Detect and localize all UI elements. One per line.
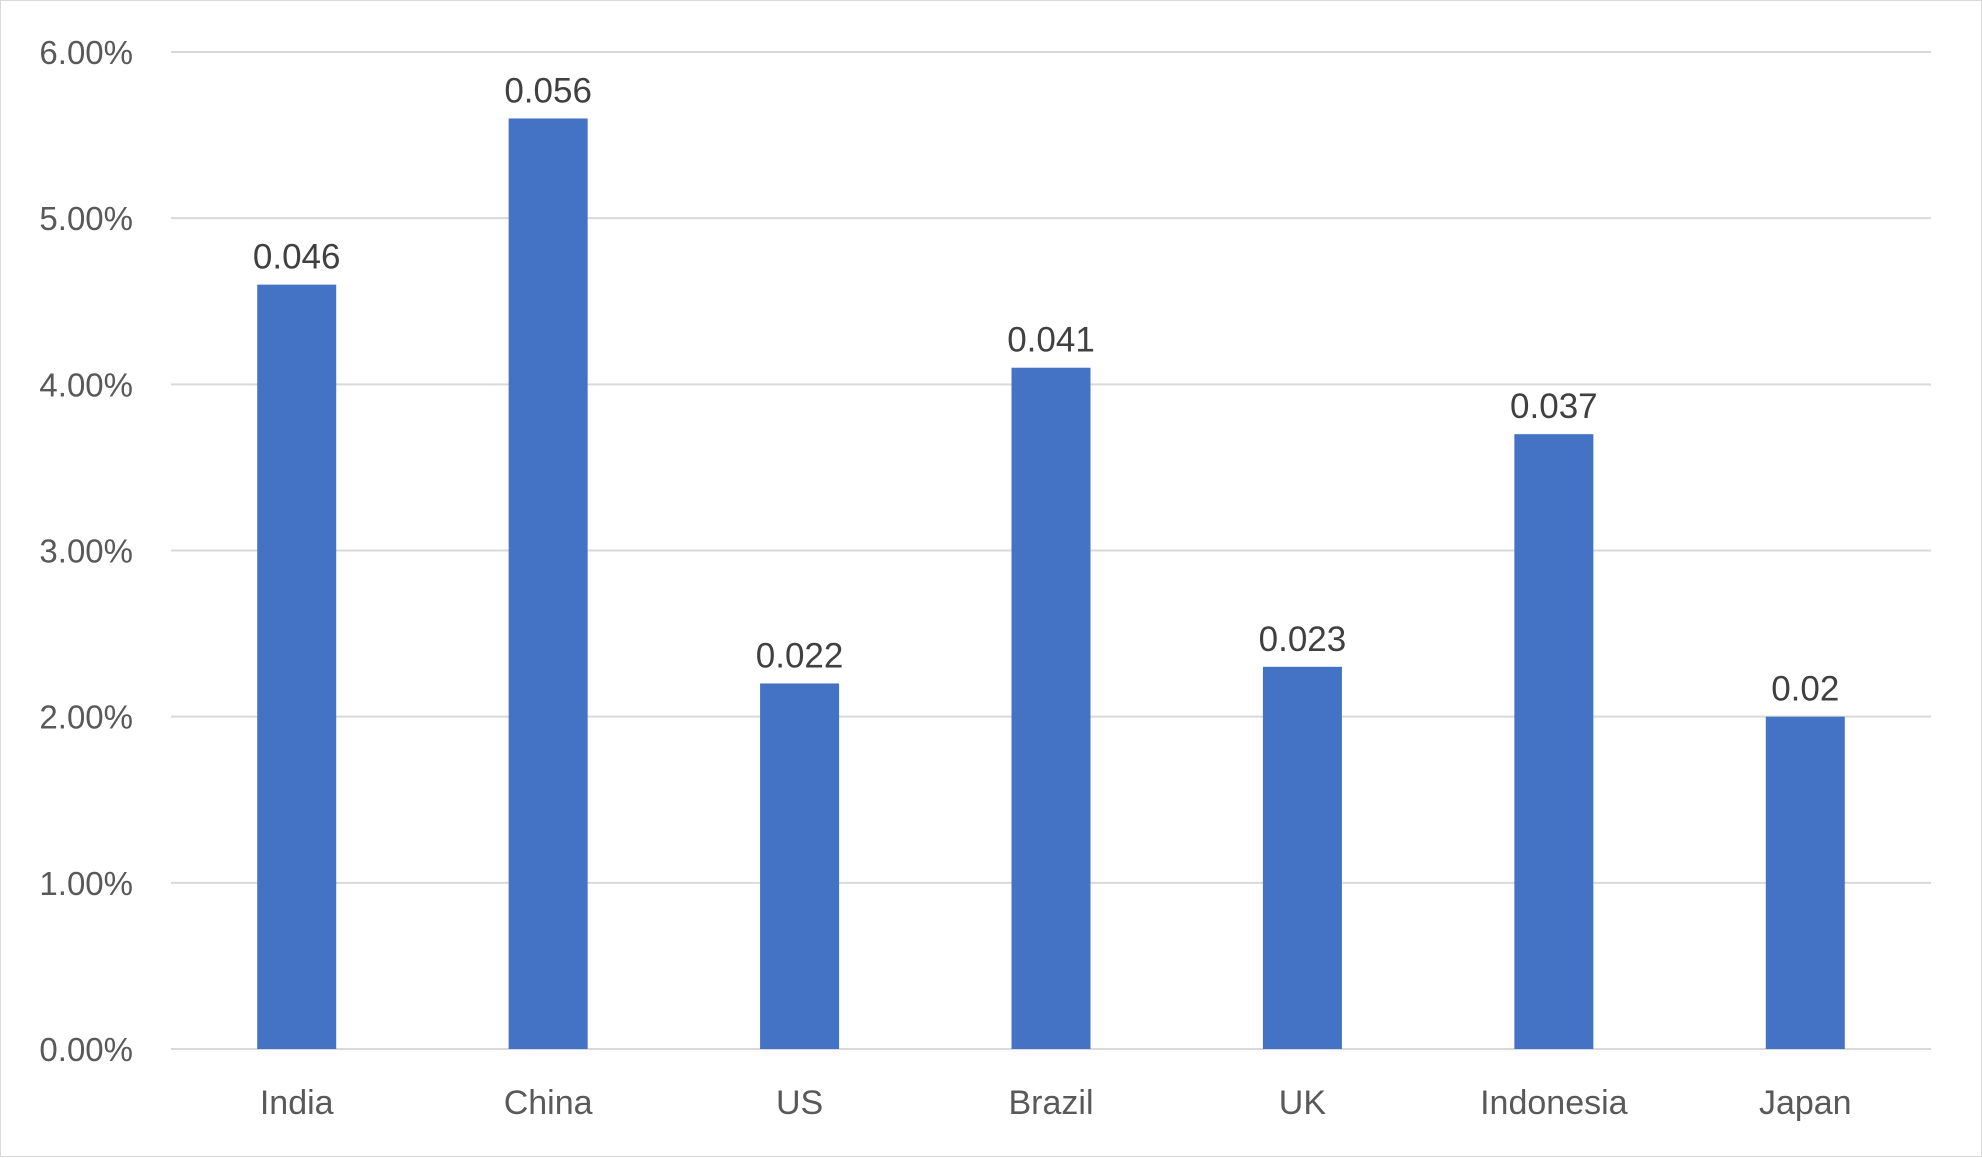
bars bbox=[257, 118, 1845, 1050]
data-label-us: 0.022 bbox=[756, 636, 844, 675]
bar-indonesia bbox=[1514, 434, 1594, 1049]
x-tick-label-china: China bbox=[504, 1084, 593, 1122]
y-tick-label: 3.00% bbox=[39, 533, 133, 570]
x-axis-tick-labels: India China US Brazil UK Indonesia Japan bbox=[260, 1084, 1852, 1122]
data-label-brazil: 0.041 bbox=[1007, 321, 1095, 360]
y-tick-label: 0.00% bbox=[39, 1031, 133, 1068]
x-tick-label-indonesia: Indonesia bbox=[1480, 1084, 1628, 1122]
data-label-indonesia: 0.037 bbox=[1510, 387, 1598, 426]
bar-china bbox=[508, 118, 588, 1049]
y-tick-label: 4.00% bbox=[39, 366, 133, 403]
y-axis-tick-labels: 0.00% 1.00% 2.00% 3.00% 4.00% 5.00% 6.00% bbox=[39, 34, 133, 1068]
x-tick-label-uk: UK bbox=[1279, 1084, 1327, 1122]
bar-india bbox=[257, 284, 337, 1050]
x-tick-label-us: US bbox=[776, 1084, 823, 1122]
data-label-japan: 0.02 bbox=[1771, 670, 1839, 709]
x-tick-label-india: India bbox=[260, 1084, 334, 1122]
bar-us bbox=[760, 683, 840, 1049]
data-label-uk: 0.023 bbox=[1259, 620, 1347, 659]
bar-uk bbox=[1262, 666, 1342, 1049]
y-tick-label: 5.00% bbox=[39, 200, 133, 237]
bar-brazil bbox=[1011, 367, 1091, 1049]
data-labels: 0.046 0.056 0.022 0.041 0.023 0.037 0.02 bbox=[253, 71, 1839, 708]
bar-japan bbox=[1765, 716, 1845, 1049]
data-label-china: 0.056 bbox=[504, 71, 592, 110]
y-tick-label: 1.00% bbox=[39, 865, 133, 902]
data-label-india: 0.046 bbox=[253, 238, 341, 277]
x-tick-label-brazil: Brazil bbox=[1008, 1084, 1093, 1122]
x-tick-label-japan: Japan bbox=[1759, 1084, 1852, 1122]
y-tick-label: 2.00% bbox=[39, 699, 133, 736]
y-tick-label: 6.00% bbox=[39, 34, 133, 71]
